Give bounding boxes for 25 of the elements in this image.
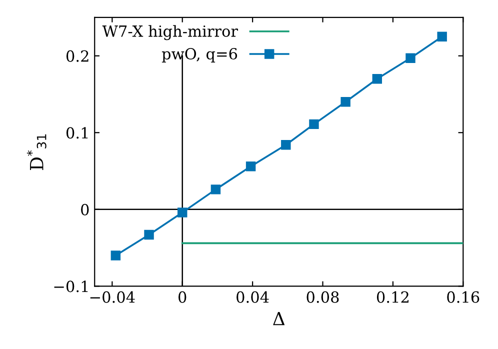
y-tick-label: 0.1 — [66, 127, 88, 139]
point — [437, 32, 447, 42]
x-tick-label: 0 — [178, 291, 186, 303]
legend-label: pwO, q=6 — [162, 48, 238, 63]
x-tick-label: 0.08 — [306, 291, 339, 303]
y-tick-label: −0.1 — [54, 280, 88, 292]
x-tick-label: 0.04 — [236, 291, 269, 303]
point — [309, 119, 319, 130]
point — [110, 250, 121, 260]
point — [406, 53, 416, 64]
point — [178, 208, 188, 218]
x-tick-label: −0.04 — [90, 291, 135, 303]
legend-label: W7-X high-mirror — [102, 25, 238, 40]
point — [210, 184, 221, 194]
point — [281, 140, 291, 150]
x-tick-label: 0.16 — [447, 291, 480, 303]
point — [372, 74, 382, 84]
x-axis-title: Δ — [273, 312, 285, 326]
x-tick-label: 0.12 — [376, 291, 408, 303]
y-tick-label: 0 — [81, 204, 89, 216]
point — [144, 230, 154, 240]
point — [340, 97, 350, 107]
point — [246, 162, 256, 172]
y-axis-title: D$^{*}$$_{31}$ — [26, 134, 46, 170]
y-tick-label: 0.2 — [66, 50, 88, 62]
